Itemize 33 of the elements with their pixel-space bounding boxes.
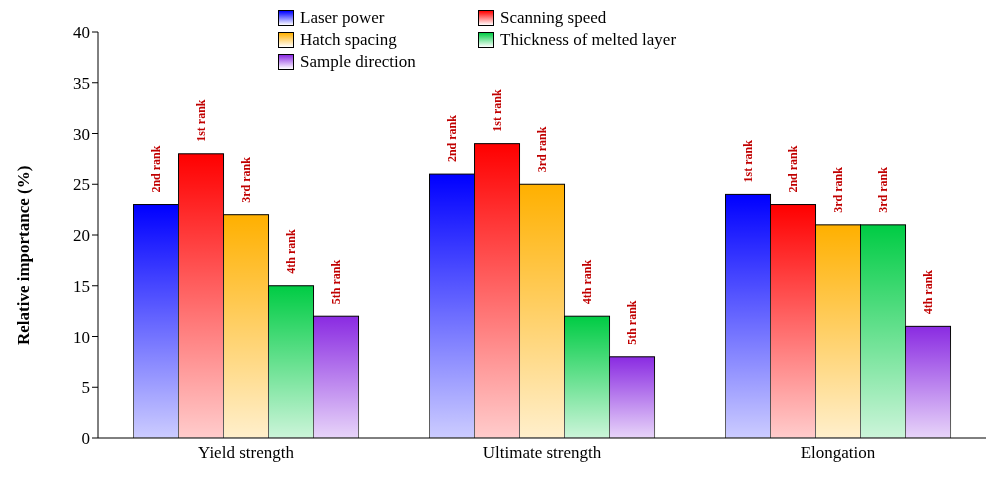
legend-label: Hatch spacing: [300, 30, 397, 50]
y-tick-label: 0: [81, 429, 90, 449]
y-tick-label: 25: [73, 175, 90, 195]
annotation: 3rd rank: [876, 166, 891, 213]
annotation: 2nd rank: [149, 145, 164, 193]
y-tick-label: 40: [73, 23, 90, 43]
y-tick-label: 15: [73, 276, 90, 296]
annotation: 4th rank: [921, 269, 936, 315]
annotation: 5th rank: [329, 259, 344, 305]
y-axis-title: Relative importance (%): [14, 165, 34, 345]
x-tick-label: Ultimate strength: [482, 443, 602, 463]
annotation: 1st rank: [194, 99, 209, 142]
y-tick-label: 35: [73, 73, 90, 93]
y-tick-label: 30: [73, 124, 90, 144]
y-tick-label: 10: [73, 327, 90, 347]
annotation: 4th rank: [580, 259, 595, 305]
legend-label: Scanning speed: [500, 8, 607, 28]
x-tick-label: Elongation: [800, 443, 876, 463]
legend-label: Sample direction: [300, 52, 416, 72]
annotation: 4th rank: [284, 229, 299, 274]
x-tick-label: Yield strength: [198, 443, 295, 463]
annotation: 2nd rank: [445, 114, 460, 163]
annotation: 3rd rank: [831, 166, 846, 213]
annotation: 2nd rank: [786, 145, 801, 193]
legend-label: Laser power: [300, 8, 385, 28]
annotation: 3rd rank: [239, 156, 254, 203]
y-tick-label: 20: [73, 226, 90, 246]
annotation: 1st rank: [490, 88, 505, 132]
annotation: 1st rank: [741, 139, 756, 183]
annotation: 5th rank: [625, 300, 640, 345]
legend-label: Thickness of melted layer: [500, 30, 677, 50]
annotation: 3rd rank: [535, 126, 550, 173]
y-tick-label: 5: [81, 378, 90, 398]
